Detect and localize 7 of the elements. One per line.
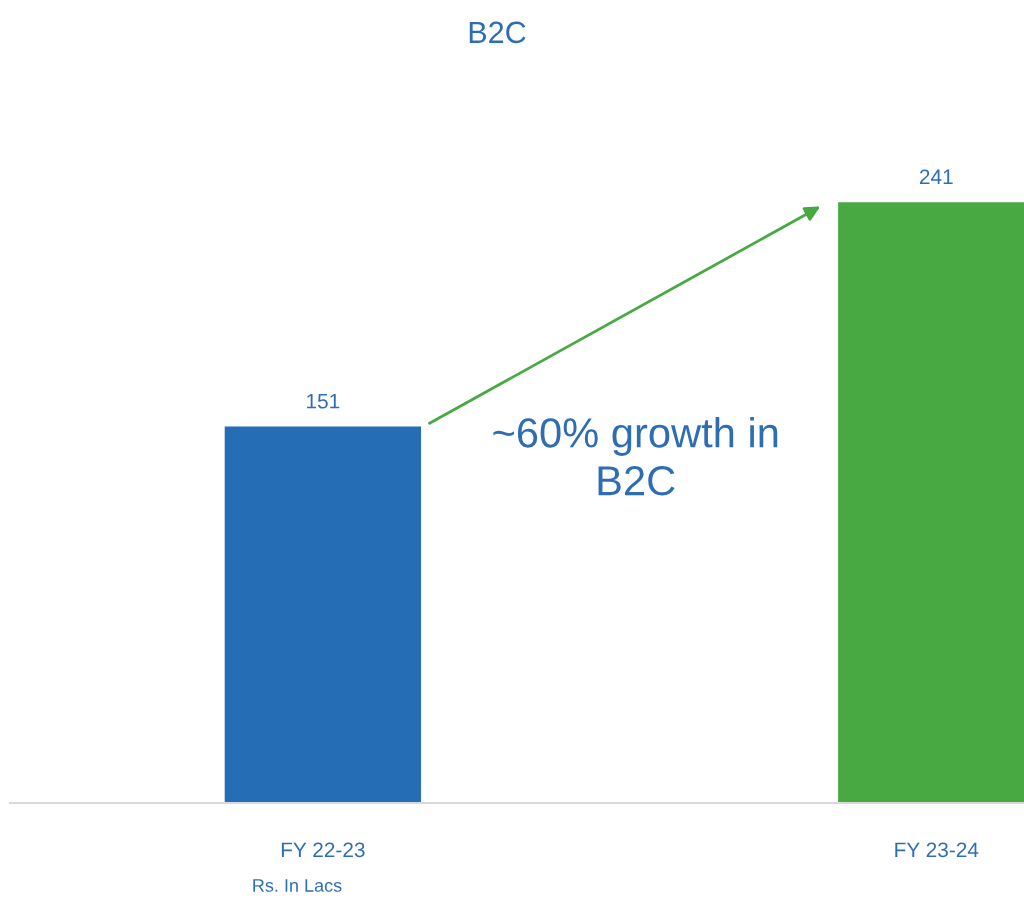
x-tick-label: FY 22-23 (281, 842, 365, 858)
text: Rs. In Lacs (253, 879, 342, 892)
annotation: ~60% growth in B2C (493, 417, 778, 496)
data-label: 241 (919, 169, 953, 184)
chart-title: B2C (469, 21, 526, 44)
x-tick-label: FY 23-24 (895, 842, 979, 858)
data-label: 151 (307, 393, 340, 409)
